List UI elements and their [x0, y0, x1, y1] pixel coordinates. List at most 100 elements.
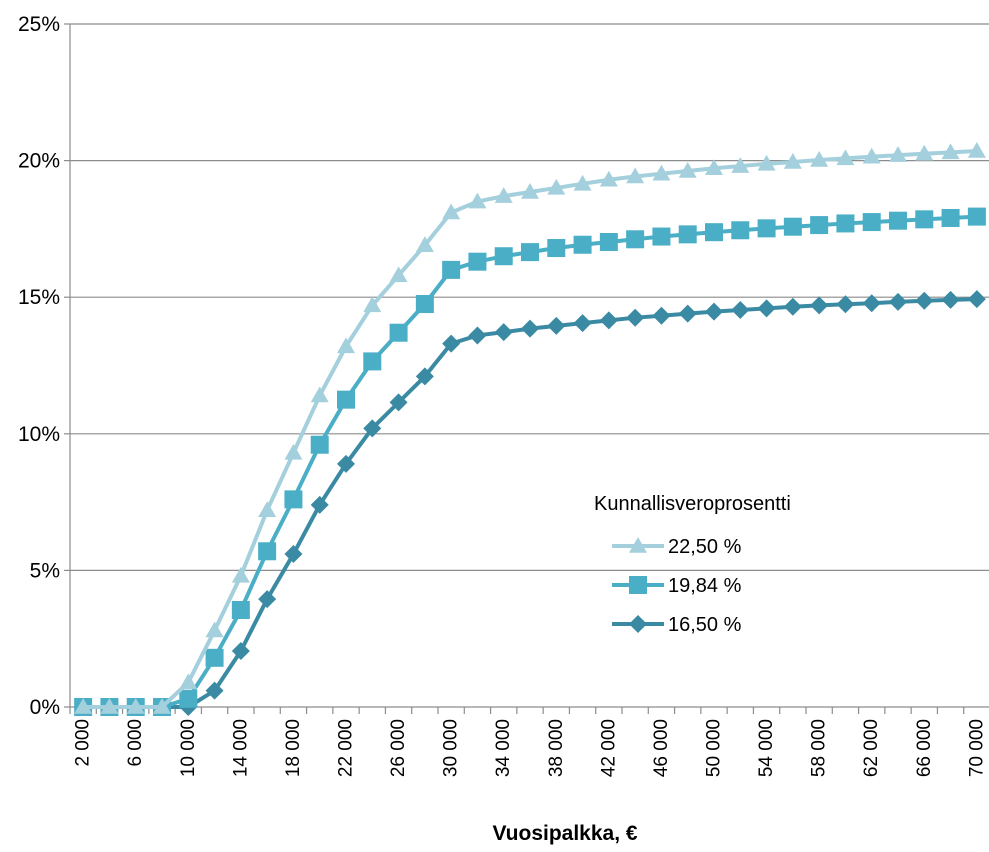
- data-point: [337, 454, 355, 473]
- data-point: [783, 152, 802, 169]
- legend-marker: [629, 576, 647, 594]
- data-point: [652, 227, 671, 246]
- data-point: [889, 146, 907, 162]
- data-point: [284, 490, 303, 509]
- series-lines: [74, 142, 986, 716]
- data-point: [494, 323, 513, 342]
- y-tick-label: 10%: [18, 423, 60, 446]
- data-point: [941, 290, 960, 309]
- data-point: [836, 149, 855, 166]
- legend-label: 16,50 %: [668, 614, 742, 636]
- x-tick-label: 26 000: [388, 719, 409, 777]
- data-point: [389, 393, 408, 412]
- legend-label: 22,50 %: [668, 536, 742, 558]
- data-point: [967, 207, 986, 226]
- data-point: [126, 698, 145, 714]
- data-point: [810, 151, 829, 167]
- data-point: [836, 214, 855, 233]
- data-point: [284, 443, 303, 460]
- data-point: [258, 501, 277, 518]
- data-point: [415, 367, 434, 386]
- x-tick-label: 54 000: [756, 719, 777, 777]
- data-point: [363, 352, 382, 371]
- x-tick-label: 30 000: [441, 719, 462, 777]
- data-point: [783, 297, 802, 316]
- data-point: [915, 144, 934, 161]
- legend-marker: [629, 537, 647, 553]
- data-point: [599, 233, 618, 252]
- data-point: [941, 143, 960, 160]
- data-point: [521, 243, 539, 262]
- data-point: [862, 294, 881, 313]
- x-tick-label: 18 000: [283, 719, 304, 777]
- data-point: [494, 187, 513, 203]
- x-tick-label: 14 000: [230, 719, 251, 777]
- legend: Kunnallisveroprosentti 22,50 % 19,84 % 16,5…: [594, 493, 791, 636]
- legend-marker: [629, 615, 647, 633]
- x-tick-label: 2 000: [73, 719, 94, 767]
- data-point: [521, 183, 539, 199]
- data-point: [547, 316, 566, 335]
- x-tick-label: 6 000: [125, 719, 146, 767]
- data-point: [153, 698, 171, 714]
- x-tick-label: 62 000: [861, 719, 882, 777]
- data-point: [731, 221, 750, 240]
- data-point: [231, 566, 250, 583]
- data-point: [442, 334, 461, 353]
- x-tick-label: 46 000: [651, 719, 672, 777]
- data-point: [494, 247, 513, 266]
- x-tick-label: 42 000: [598, 719, 619, 777]
- data-point: [626, 167, 645, 184]
- data-point: [415, 236, 434, 253]
- data-point: [652, 306, 671, 325]
- data-point: [310, 435, 329, 454]
- series-triangle: [74, 142, 986, 714]
- y-tick-label: 20%: [18, 150, 60, 173]
- data-point: [889, 211, 907, 230]
- y-tick-label: 5%: [30, 559, 60, 582]
- data-point: [678, 304, 697, 323]
- data-point: [915, 210, 934, 229]
- data-point: [573, 235, 592, 254]
- y-tick-label: 15%: [18, 286, 60, 309]
- data-point: [310, 386, 329, 403]
- data-point: [442, 203, 461, 220]
- legend-title: Kunnallisveroprosentti: [594, 493, 791, 515]
- data-point: [626, 230, 645, 249]
- legend-label: 19,84 %: [668, 575, 742, 597]
- data-point: [705, 302, 723, 321]
- series-square: [74, 207, 986, 716]
- x-tick-label: 50 000: [704, 719, 725, 777]
- x-axis-title: Vuosipalkka, €: [492, 822, 637, 845]
- data-point: [652, 164, 671, 181]
- data-point: [810, 216, 829, 235]
- data-point: [231, 601, 250, 620]
- data-point: [468, 252, 487, 271]
- data-point: [284, 545, 303, 564]
- x-tick-label: 66 000: [914, 719, 935, 777]
- data-point: [310, 495, 329, 514]
- data-point: [573, 174, 592, 191]
- data-point: [205, 648, 224, 667]
- series-line: [83, 149, 977, 709]
- data-point: [337, 337, 355, 354]
- data-point: [967, 290, 986, 309]
- data-point: [731, 301, 750, 320]
- data-point: [258, 590, 277, 609]
- data-point: [783, 217, 802, 236]
- data-point: [468, 326, 487, 345]
- y-tick-label: 0%: [30, 696, 60, 719]
- axes: 0% 5% 10% 15% 20% 25% 2 000 6 000 10 000 14 000 18…: [18, 13, 987, 845]
- data-point: [757, 219, 776, 238]
- data-point: [836, 295, 855, 314]
- legend-item: 22,50 %: [612, 536, 742, 558]
- data-point: [205, 621, 224, 638]
- data-point: [337, 390, 355, 409]
- legend-item: 19,84 %: [612, 575, 742, 597]
- data-point: [258, 542, 277, 561]
- data-point: [179, 689, 198, 708]
- data-point: [862, 213, 881, 232]
- data-point: [205, 681, 224, 700]
